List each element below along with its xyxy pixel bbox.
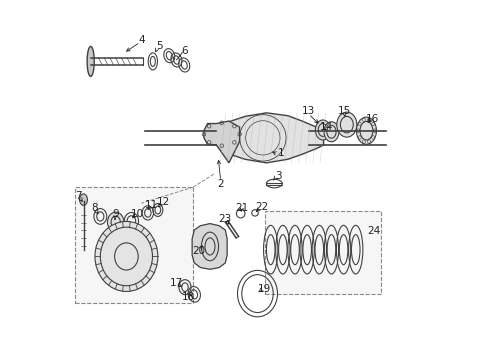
Text: 17: 17 — [170, 278, 183, 288]
Text: 12: 12 — [157, 197, 170, 207]
Ellipse shape — [356, 117, 376, 144]
Polygon shape — [204, 121, 240, 163]
Text: 7: 7 — [75, 191, 82, 201]
Ellipse shape — [316, 120, 330, 140]
Text: 9: 9 — [112, 209, 119, 219]
Text: 8: 8 — [92, 203, 98, 213]
Text: 24: 24 — [368, 226, 381, 236]
Ellipse shape — [324, 122, 339, 142]
Text: 13: 13 — [302, 107, 315, 116]
Text: 6: 6 — [182, 46, 188, 57]
Text: 15: 15 — [338, 106, 351, 116]
Text: 1: 1 — [277, 148, 284, 158]
Text: 2: 2 — [218, 179, 224, 189]
Text: 10: 10 — [130, 208, 144, 219]
Ellipse shape — [95, 221, 158, 292]
Text: 18: 18 — [182, 292, 195, 302]
Ellipse shape — [337, 112, 357, 137]
Text: 20: 20 — [192, 246, 205, 256]
Text: 16: 16 — [366, 113, 380, 123]
Text: 21: 21 — [236, 203, 249, 213]
Ellipse shape — [79, 194, 88, 205]
Polygon shape — [192, 224, 227, 269]
Text: 23: 23 — [219, 213, 232, 224]
Polygon shape — [217, 113, 323, 163]
Text: 5: 5 — [157, 41, 163, 51]
Text: 4: 4 — [138, 35, 145, 45]
Text: 19: 19 — [258, 284, 271, 294]
Ellipse shape — [87, 46, 94, 76]
Text: 14: 14 — [320, 122, 333, 132]
Ellipse shape — [107, 212, 124, 232]
Text: 11: 11 — [145, 200, 158, 210]
FancyBboxPatch shape — [75, 187, 193, 303]
Text: 22: 22 — [255, 202, 269, 212]
FancyBboxPatch shape — [265, 211, 381, 294]
Text: 3: 3 — [275, 171, 282, 181]
